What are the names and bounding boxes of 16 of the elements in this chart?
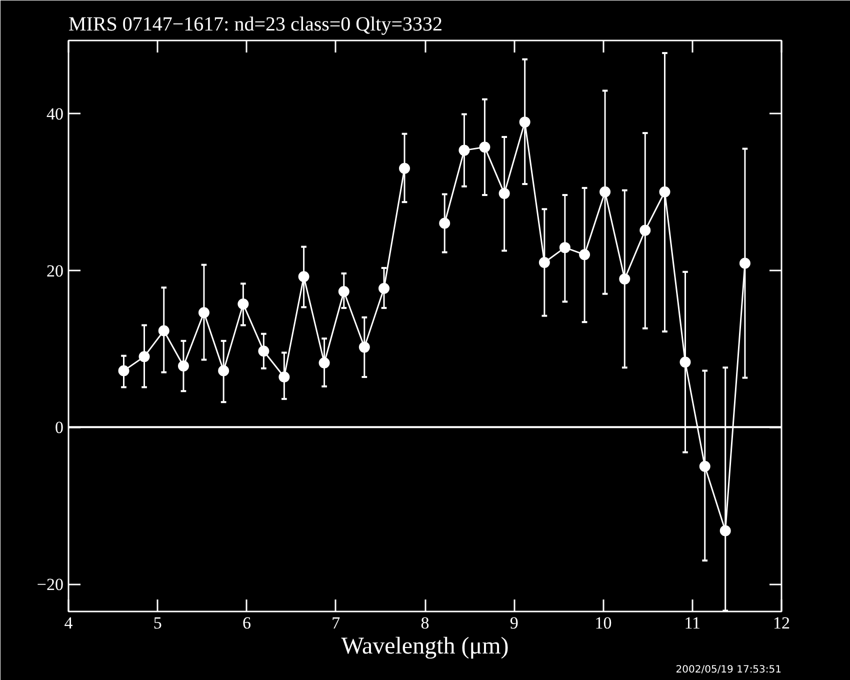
x-tick-label: 5: [153, 614, 162, 632]
y-tick-label: 20: [46, 261, 64, 280]
chart-title: MIRS 07147−1617: nd=23 class=0 Qlty=3332: [68, 14, 443, 36]
x-tick-label: 8: [420, 614, 430, 632]
x-tick-label: 10: [594, 614, 612, 632]
x-tick-label: 4: [64, 614, 74, 632]
y-tick-label: 0: [55, 418, 64, 438]
x-tick-label: 7: [332, 614, 341, 632]
y-tick-label: 40: [46, 104, 64, 124]
x-tick-label: 12: [773, 614, 790, 632]
text: 2002/05/19 17:53:51: [676, 664, 782, 676]
x-tick-label: 11: [684, 614, 701, 632]
y-tick-label: −20: [36, 575, 64, 594]
x-axis-title: Wavelength (μm): [341, 634, 509, 660]
x-tick-label: 9: [510, 614, 518, 632]
x-tick-label: 6: [242, 614, 251, 632]
